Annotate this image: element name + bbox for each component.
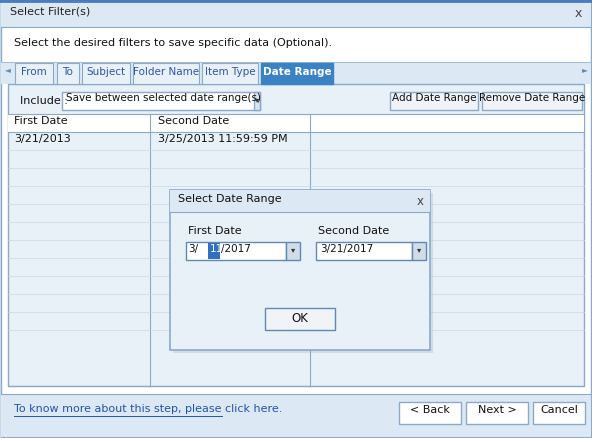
FancyBboxPatch shape <box>62 92 260 110</box>
Text: ▾: ▾ <box>417 245 421 254</box>
FancyBboxPatch shape <box>482 92 582 110</box>
Text: Date Range: Date Range <box>263 67 332 77</box>
FancyBboxPatch shape <box>202 63 258 84</box>
Text: Folder Name: Folder Name <box>133 67 199 77</box>
Text: First Date: First Date <box>188 226 242 236</box>
FancyBboxPatch shape <box>173 193 433 353</box>
Text: Cancel: Cancel <box>540 405 578 415</box>
FancyBboxPatch shape <box>1 3 591 27</box>
FancyBboxPatch shape <box>57 63 79 84</box>
Text: Remove Date Range: Remove Date Range <box>479 93 585 103</box>
Text: Subject: Subject <box>86 67 126 77</box>
Text: Second Date: Second Date <box>158 116 229 126</box>
FancyBboxPatch shape <box>390 92 478 110</box>
Text: x: x <box>574 7 582 20</box>
FancyBboxPatch shape <box>186 242 286 260</box>
Text: x: x <box>417 195 423 208</box>
Text: Include :: Include : <box>20 96 68 106</box>
Text: ◄: ◄ <box>5 65 11 74</box>
FancyBboxPatch shape <box>82 63 130 84</box>
Text: 3/25/2013 11:59:59 PM: 3/25/2013 11:59:59 PM <box>158 134 288 144</box>
Text: To know more about this step, please click here.: To know more about this step, please cli… <box>14 404 282 414</box>
FancyBboxPatch shape <box>254 92 260 110</box>
FancyBboxPatch shape <box>1 394 591 437</box>
Text: 3/21/2017: 3/21/2017 <box>320 244 373 254</box>
FancyBboxPatch shape <box>15 63 53 84</box>
Text: /2017: /2017 <box>221 244 251 254</box>
Text: ▾: ▾ <box>291 245 295 254</box>
FancyBboxPatch shape <box>170 190 430 350</box>
Text: To: To <box>63 67 73 77</box>
Text: From: From <box>21 67 47 77</box>
Text: OK: OK <box>292 312 308 325</box>
Text: Select the desired filters to save specific data (Optional).: Select the desired filters to save speci… <box>14 38 332 48</box>
Text: First Date: First Date <box>14 116 67 126</box>
FancyBboxPatch shape <box>265 308 335 330</box>
Text: 3/21/2013: 3/21/2013 <box>14 134 71 144</box>
Text: Add Date Range: Add Date Range <box>392 93 476 103</box>
FancyBboxPatch shape <box>316 242 412 260</box>
Text: Select Filter(s): Select Filter(s) <box>10 6 90 16</box>
Text: Item Type: Item Type <box>205 67 255 77</box>
Text: ►: ► <box>582 65 588 74</box>
FancyBboxPatch shape <box>412 242 426 260</box>
FancyBboxPatch shape <box>208 243 220 259</box>
FancyBboxPatch shape <box>8 114 584 132</box>
FancyBboxPatch shape <box>286 242 300 260</box>
FancyBboxPatch shape <box>466 402 528 424</box>
Text: ▾: ▾ <box>255 95 259 104</box>
Text: Next >: Next > <box>478 405 516 415</box>
FancyBboxPatch shape <box>0 0 592 3</box>
Text: < Back: < Back <box>410 405 450 415</box>
Text: Select Date Range: Select Date Range <box>178 194 282 204</box>
FancyBboxPatch shape <box>1 3 591 437</box>
FancyBboxPatch shape <box>261 63 333 84</box>
FancyBboxPatch shape <box>133 63 199 84</box>
Text: Save between selected date range(s): Save between selected date range(s) <box>66 93 261 103</box>
Text: Second Date: Second Date <box>318 226 390 236</box>
FancyBboxPatch shape <box>533 402 585 424</box>
Text: 3/: 3/ <box>188 244 198 254</box>
FancyBboxPatch shape <box>170 190 430 212</box>
FancyBboxPatch shape <box>399 402 461 424</box>
FancyBboxPatch shape <box>8 84 584 386</box>
FancyBboxPatch shape <box>1 62 591 84</box>
Text: 11: 11 <box>210 244 223 254</box>
